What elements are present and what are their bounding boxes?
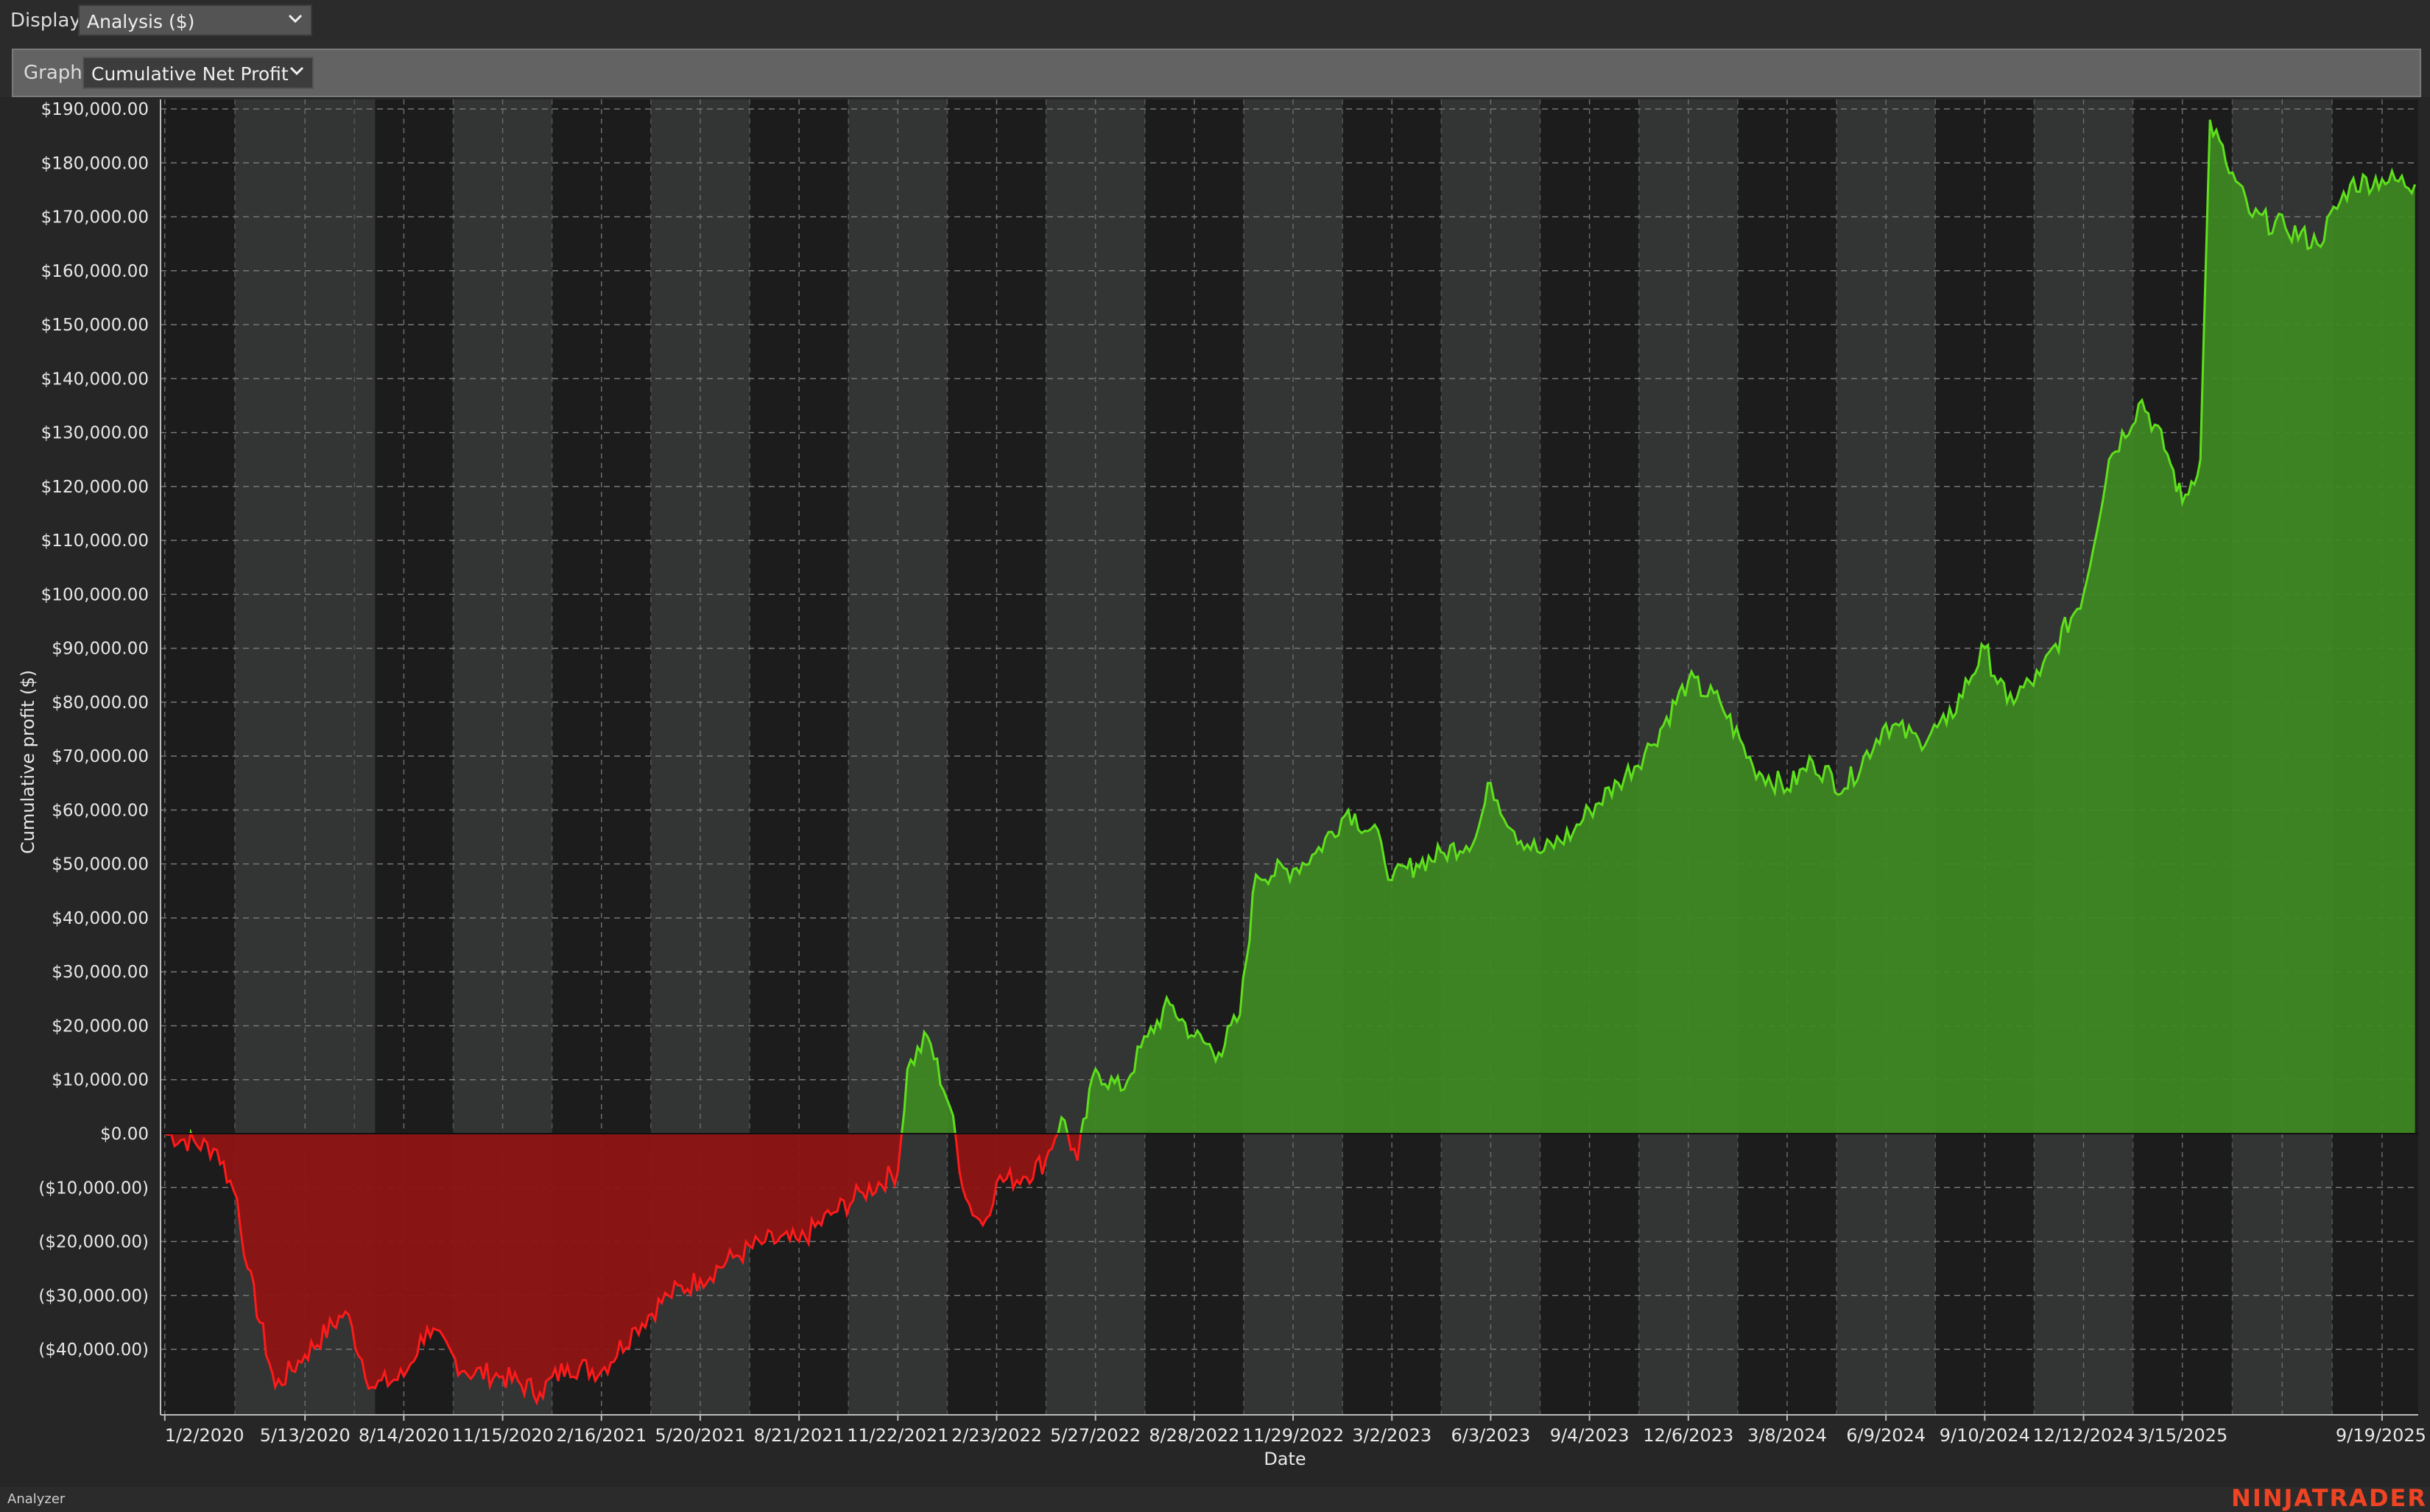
y-tick-label: $80,000.00 bbox=[52, 693, 149, 713]
x-tick-label: 6/9/2024 bbox=[1846, 1425, 1926, 1446]
x-tick-label: 9/19/2025 bbox=[2336, 1425, 2426, 1446]
y-tick-label: $160,000.00 bbox=[41, 262, 149, 281]
y-axis-title: Cumulative profit ($) bbox=[18, 670, 38, 854]
y-tick-label: $50,000.00 bbox=[52, 855, 149, 875]
y-tick-label: $130,000.00 bbox=[41, 424, 149, 443]
x-tick-label: 12/12/2024 bbox=[2032, 1425, 2134, 1446]
x-tick-label: 6/3/2023 bbox=[1451, 1425, 1531, 1446]
y-tick-label: $190,000.00 bbox=[41, 100, 149, 119]
y-tick-label: ($10,000.00) bbox=[38, 1179, 149, 1198]
profit-area-positive bbox=[164, 119, 2415, 1134]
x-tick-label: 2/23/2022 bbox=[951, 1425, 1042, 1446]
x-tick-label: 5/13/2020 bbox=[260, 1425, 351, 1446]
display-select[interactable]: Analysis ($) bbox=[78, 4, 312, 36]
profit-area-negative bbox=[164, 1134, 2415, 1403]
y-tick-label: $70,000.00 bbox=[52, 747, 149, 766]
x-tick-label: 5/27/2022 bbox=[1050, 1425, 1141, 1446]
x-tick-label: 3/2/2023 bbox=[1352, 1425, 1431, 1446]
y-tick-label: $0.00 bbox=[100, 1125, 149, 1144]
grid-band bbox=[1441, 99, 1540, 1415]
y-tick-label: $20,000.00 bbox=[52, 1017, 149, 1036]
grid-band bbox=[1046, 99, 1145, 1415]
y-tick-label: $60,000.00 bbox=[52, 801, 149, 820]
x-tick-label: 3/15/2025 bbox=[2137, 1425, 2228, 1446]
y-tick-label: $90,000.00 bbox=[52, 640, 149, 659]
panel-name: Analyzer bbox=[7, 1491, 66, 1507]
profit-line-positive bbox=[164, 119, 2417, 1134]
chevron-down-icon bbox=[288, 14, 303, 24]
x-tick-label: 9/4/2023 bbox=[1550, 1425, 1630, 1446]
x-tick-label: 8/28/2022 bbox=[1149, 1425, 1239, 1446]
x-axis-title: Date bbox=[1264, 1449, 1306, 1469]
display-select-value: Analysis ($) bbox=[87, 11, 195, 32]
y-tick-label: ($40,000.00) bbox=[38, 1340, 149, 1360]
x-tick-label: 5/20/2021 bbox=[655, 1425, 745, 1446]
y-tick-label: $150,000.00 bbox=[41, 316, 149, 335]
y-tick-label: $120,000.00 bbox=[41, 478, 149, 497]
x-tick-label: 11/29/2022 bbox=[1242, 1425, 1344, 1446]
x-tick-label: 2/16/2021 bbox=[556, 1425, 647, 1446]
chevron-down-icon bbox=[289, 66, 304, 76]
x-tick-label: 12/6/2023 bbox=[1643, 1425, 1733, 1446]
ninjatrader-logo: NINJATRADER bbox=[2231, 1484, 2427, 1512]
x-tick-label: 1/2/2020 bbox=[165, 1425, 244, 1446]
y-tick-label: $40,000.00 bbox=[52, 909, 149, 928]
x-tick-label: 8/14/2020 bbox=[359, 1425, 449, 1446]
graph-select[interactable]: Cumulative Net Profit bbox=[82, 57, 314, 89]
x-tick-label: 3/8/2024 bbox=[1747, 1425, 1827, 1446]
graph-bar: Graph Cumulative Net Profit bbox=[12, 49, 2421, 97]
y-tick-label: ($30,000.00) bbox=[38, 1287, 149, 1306]
graph-select-value: Cumulative Net Profit bbox=[91, 63, 289, 85]
toolbar: Display Analysis ($) bbox=[0, 0, 2430, 44]
x-tick-label: 9/10/2024 bbox=[1940, 1425, 2030, 1446]
grid-band bbox=[848, 99, 948, 1415]
y-tick-label: $30,000.00 bbox=[52, 963, 149, 982]
profit-line-negative bbox=[164, 1134, 1082, 1406]
y-tick-label: $180,000.00 bbox=[41, 154, 149, 173]
x-tick-label: 11/22/2021 bbox=[847, 1425, 948, 1446]
y-tick-label: $110,000.00 bbox=[41, 531, 149, 551]
y-tick-label: $140,000.00 bbox=[41, 370, 149, 389]
display-label: Display bbox=[10, 10, 81, 32]
y-tick-label: $100,000.00 bbox=[41, 585, 149, 604]
status-bar: Analyzer bbox=[0, 1487, 2430, 1508]
grid-band bbox=[1243, 99, 1343, 1415]
y-tick-label: $10,000.00 bbox=[52, 1071, 149, 1090]
x-tick-label: 8/21/2021 bbox=[754, 1425, 845, 1446]
y-tick-label: $170,000.00 bbox=[41, 208, 149, 227]
x-tick-label: 11/15/2020 bbox=[451, 1425, 553, 1446]
y-tick-label: ($20,000.00) bbox=[38, 1233, 149, 1252]
graph-label: Graph bbox=[24, 62, 82, 84]
